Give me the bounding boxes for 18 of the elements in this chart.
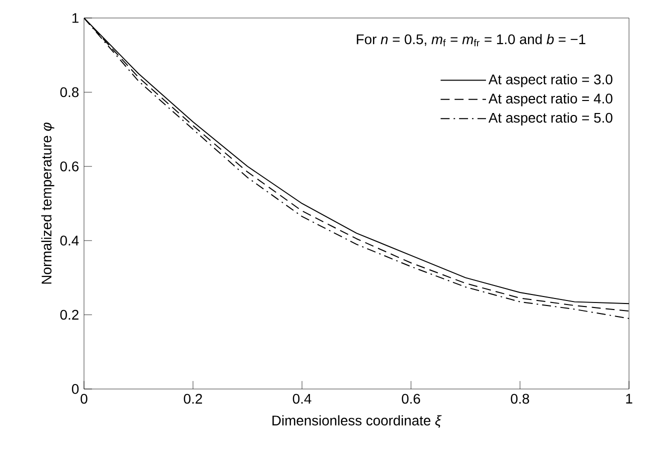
y-tick-label: 0.2	[60, 310, 78, 320]
legend-label: At aspect ratio = 4.0	[488, 93, 612, 106]
y-tick-label: 0	[72, 384, 79, 394]
legend-label: At aspect ratio = 5.0	[488, 112, 612, 126]
y-axis-title: Normalized temperature φ	[41, 122, 54, 284]
legend-label: At aspect ratio = 3.0	[488, 74, 612, 88]
y-tick-label: 0.4	[60, 236, 79, 246]
x-tick-label: 0.8	[510, 394, 530, 404]
x-tick-label: 0.4	[292, 394, 312, 404]
y-tick-label: 0.6	[60, 161, 79, 172]
x-tick-label: 0.2	[184, 394, 202, 404]
x-axis-title: Dimensionless coordinate ξ	[272, 415, 442, 428]
text: For n = 0.5, m$_{f}$ = m$_{fr}$ = 1.0 and b = −1	[356, 34, 586, 46]
x-tick-label: 0.6	[402, 394, 420, 404]
y-tick-label: 1	[72, 13, 78, 23]
x-tick-label: 0	[80, 394, 88, 404]
y-tick-label: 0.8	[60, 87, 79, 98]
x-tick-label: 1	[626, 394, 632, 404]
